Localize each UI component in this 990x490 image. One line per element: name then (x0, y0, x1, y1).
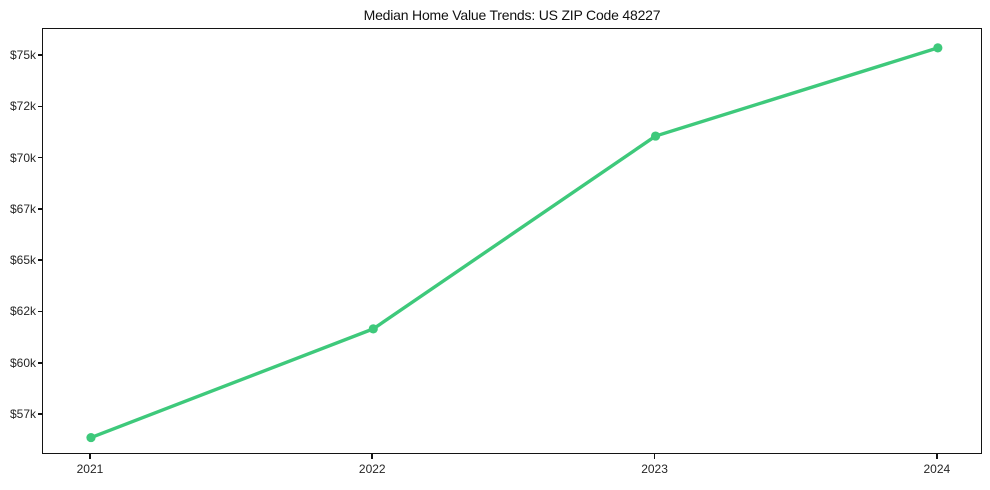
y-tick-mark (37, 310, 42, 313)
x-tick-mark (653, 454, 656, 459)
y-tick-label: $70k (9, 150, 36, 165)
data-point-marker (650, 131, 661, 141)
y-tick-mark (37, 105, 42, 108)
y-tick-mark (37, 54, 42, 56)
y-tick-mark (37, 156, 42, 159)
chart-title: Median Home Value Trends: US ZIP Code 48… (363, 7, 661, 23)
plot-area (42, 28, 982, 454)
y-tick-mark (37, 413, 42, 415)
y-tick-label: $75k (9, 48, 36, 63)
y-tick-mark (37, 208, 42, 210)
trend-line (89, 46, 940, 440)
y-tick-mark (37, 361, 42, 364)
data-point-marker (933, 43, 943, 53)
y-tick-label: $67k (9, 201, 36, 216)
x-tick-label: 2022 (358, 462, 386, 476)
y-tick-label: $60k (9, 355, 36, 370)
x-tick-mark (936, 454, 938, 459)
x-tick-mark (371, 454, 374, 459)
x-tick-label: 2021 (76, 462, 104, 476)
y-tick-label: $62k (9, 304, 36, 319)
x-tick-label: 2023 (641, 462, 668, 476)
x-tick-label: 2024 (923, 462, 951, 476)
y-tick-label: $65k (9, 253, 36, 268)
y-tick-label: $57k (9, 407, 36, 421)
line-series-svg (86, 43, 943, 443)
data-point-marker (86, 432, 96, 443)
data-point-marker (368, 324, 378, 334)
x-tick-mark (89, 454, 91, 459)
y-tick-label: $72k (9, 99, 36, 114)
y-tick-mark (37, 259, 42, 261)
